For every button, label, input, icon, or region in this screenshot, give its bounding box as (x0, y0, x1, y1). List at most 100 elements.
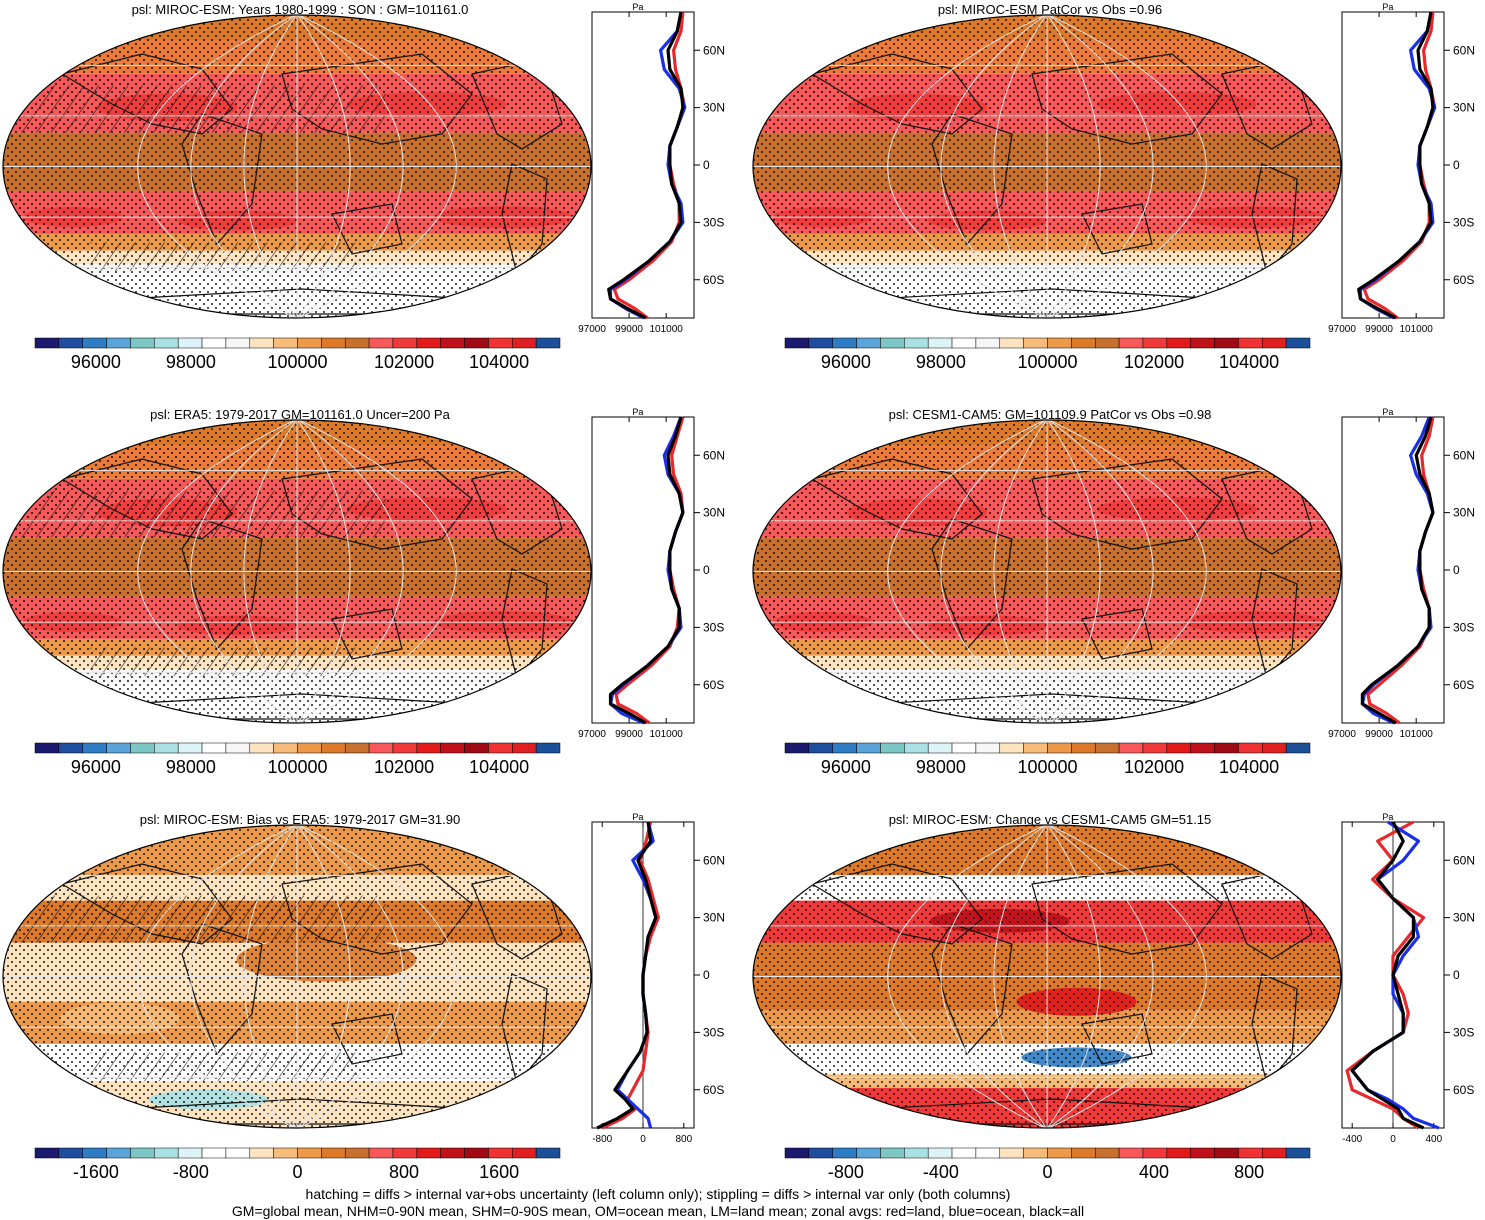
colorbar-label: 96000 (820, 757, 871, 777)
robinson-map (752, 824, 1342, 1129)
colorbar-swatch (951, 742, 977, 754)
x-unit-label: Pa (632, 812, 643, 822)
colorbar-swatch (975, 337, 1001, 349)
colorbar-swatch (808, 1147, 833, 1159)
colorbar-swatch (488, 1147, 513, 1159)
colorbar-swatch (273, 742, 298, 754)
colorbar-swatch (880, 1147, 905, 1159)
colorbar-swatch (1071, 742, 1096, 754)
colorbar-swatch (1214, 742, 1239, 754)
colorbar-swatch (58, 742, 83, 754)
colorbar-swatch (808, 337, 833, 349)
colorbar-swatch (1118, 337, 1144, 349)
colorbar-swatch (416, 742, 441, 754)
colorbar-swatch (225, 337, 251, 349)
colorbar-swatch (535, 337, 561, 349)
x-unit-label: Pa (1382, 812, 1393, 822)
colorbar-swatch (392, 337, 418, 349)
colorbar-swatch (321, 337, 346, 349)
all-series-line (607, 11, 685, 320)
colorbar-swatch (368, 337, 394, 349)
colorbar-swatch (832, 742, 857, 754)
all-series-line (1350, 821, 1425, 1130)
colorbar-swatch (1238, 1147, 1263, 1159)
colorbar-label: 800 (1234, 1162, 1265, 1182)
colorbar-labels: 96000 98000 100000 102000 104000 (35, 352, 560, 376)
panel-title: psl: MIROC-ESM: Bias vs ERA5: 1979-2017 … (139, 812, 461, 827)
x-tick-label: 99000 (615, 729, 643, 740)
robinson-map (2, 419, 592, 724)
footer-legend-line-1: hatching = diffs > internal var+obs unce… (305, 1186, 1011, 1202)
panel-change: psl: MIROC-ESM: Change vs CESM1-CAM5 GM=… (750, 810, 1485, 1190)
colorbar-label: 100000 (267, 757, 328, 777)
colorbar-label: 104000 (469, 352, 530, 372)
colorbar-swatch (975, 742, 1001, 754)
colorbar (784, 1147, 1311, 1159)
panel-pattern-correlation: psl: MIROC-ESM PatCor vs Obs =0.96 60N 30… (750, 0, 1485, 380)
colorbar-swatch (1285, 1147, 1311, 1159)
colorbar-swatch (1214, 337, 1239, 349)
colorbar-swatch (1166, 742, 1191, 754)
colorbar-label: 100000 (267, 352, 328, 372)
latitude-label: 30N (1453, 911, 1475, 925)
colorbar-swatch (1047, 1147, 1072, 1159)
colorbar-swatch (1190, 1147, 1215, 1159)
colorbar-swatch (201, 742, 227, 754)
panel-observations: psl: ERA5: 1979-2017 GM=101161.0 Uncer=2… (0, 405, 735, 785)
colorbar-swatch (154, 1147, 179, 1159)
x-tick-label: 99000 (1365, 324, 1393, 335)
colorbar-label: 96000 (70, 352, 121, 372)
latitude-label: 0 (703, 968, 710, 982)
x-tick-label: 97000 (1328, 324, 1356, 335)
colorbar-swatch (1262, 742, 1287, 754)
x-tick-label: 101000 (649, 324, 683, 335)
colorbar-swatch (1262, 1147, 1287, 1159)
colorbar-label: -800 (172, 1162, 209, 1182)
colorbar-swatch (1190, 742, 1215, 754)
colorbar-swatch (1142, 337, 1168, 349)
latitude-label: 60S (703, 1083, 724, 1097)
colorbar-label: 102000 (374, 757, 435, 777)
colorbar-swatch (177, 337, 203, 349)
x-unit-label: Pa (1382, 407, 1393, 417)
land-series-line (601, 821, 660, 1130)
colorbar-swatch (999, 742, 1024, 754)
colorbar-swatch (464, 337, 489, 349)
colorbar-swatch (82, 337, 107, 349)
zonal-average-plot: 60N 30N 0 30S 60S 97000 99000 101000 Pa (578, 2, 725, 335)
x-tick-label: 0 (640, 1134, 646, 1145)
latitude-label: 30S (703, 1025, 724, 1039)
colorbar-label: -400 (922, 1162, 959, 1182)
colorbar-swatch (440, 337, 465, 349)
colorbar-swatch (856, 742, 881, 754)
zonal-average-plot: 60N 30N 0 30S 60S 97000 99000 101000 Pa (1328, 2, 1475, 335)
latitude-label: 60N (703, 43, 725, 57)
colorbar-swatch (975, 1147, 1001, 1159)
panel-reference-model: psl: CESM1-CAM5: GM=101109.9 PatCor vs O… (750, 405, 1485, 785)
colorbar-swatch (535, 742, 561, 754)
latitude-label: 0 (703, 563, 710, 577)
colorbar-labels: 96000 98000 100000 102000 104000 (785, 352, 1310, 376)
latitude-label: 60S (703, 273, 724, 287)
colorbar-swatch (927, 337, 953, 349)
panel-title: psl: CESM1-CAM5: GM=101109.9 PatCor vs O… (888, 407, 1212, 422)
colorbar-swatch (832, 337, 857, 349)
colorbar-swatch (154, 742, 179, 754)
colorbar-swatch (1047, 337, 1072, 349)
latitude-label: 0 (1453, 563, 1460, 577)
all-series-line (596, 821, 658, 1130)
x-tick-label: 0 (1390, 1134, 1396, 1145)
latitude-label: 60S (1453, 1083, 1474, 1097)
colorbar-swatch (927, 742, 953, 754)
colorbar-swatch (784, 337, 810, 349)
colorbar-swatch (1071, 1147, 1096, 1159)
latitude-label: 30N (703, 506, 725, 520)
latitude-label: 30N (703, 911, 725, 925)
x-unit-label: Pa (632, 2, 643, 12)
land-series-line (614, 416, 685, 725)
x-tick-label: 97000 (578, 324, 606, 335)
colorbar-swatch (951, 1147, 977, 1159)
latitude-label: 60S (1453, 273, 1474, 287)
latitude-label: 30S (1453, 1025, 1474, 1039)
colorbar-swatch (512, 1147, 537, 1159)
